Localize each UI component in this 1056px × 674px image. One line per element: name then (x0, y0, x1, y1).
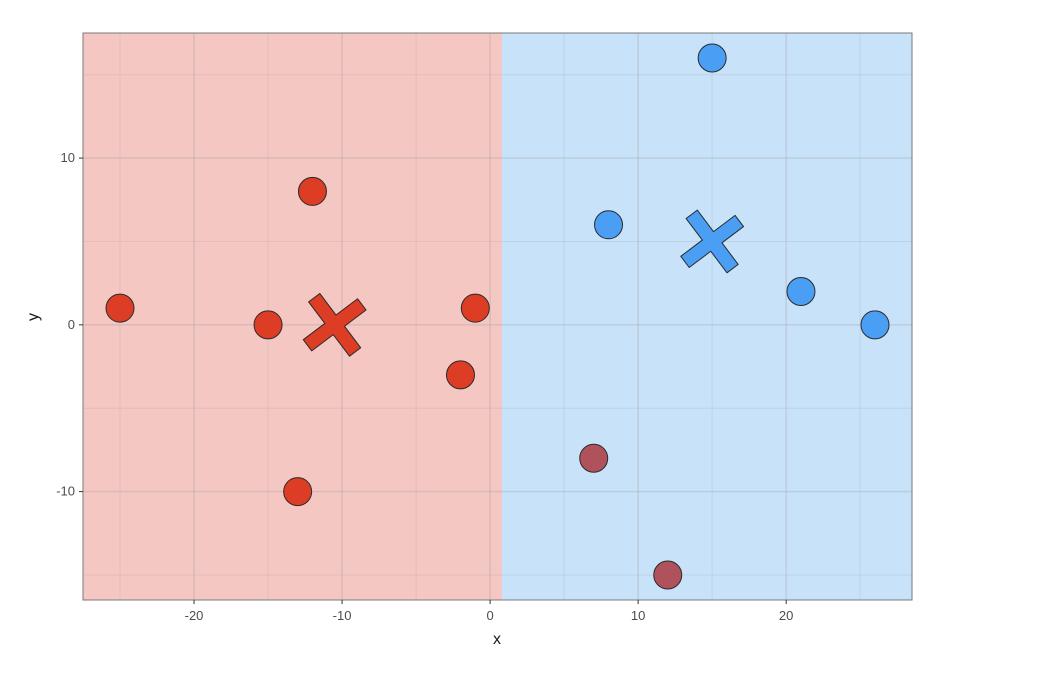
centroid-x-shape (302, 292, 367, 357)
x-axis-title: x (493, 631, 501, 648)
data-point (105, 293, 135, 323)
y-axis-ticks: -10 0 10 (56, 150, 83, 499)
data-point (786, 276, 816, 306)
panel-border (82, 32, 913, 601)
centroid-x-shape (680, 209, 745, 274)
centroid-x-marker (680, 209, 745, 274)
grid-lines (83, 33, 912, 600)
data-point (460, 293, 490, 323)
data-point (297, 176, 327, 206)
x-tick-label: 0 (486, 608, 493, 623)
x-tick-label: 10 (631, 608, 645, 623)
data-point (594, 210, 624, 240)
region-right (501, 33, 912, 600)
y-axis-title: y (25, 313, 42, 321)
decision-regions (83, 33, 912, 600)
x-tick-label: -20 (185, 608, 204, 623)
data-point (653, 560, 683, 590)
y-tick-label: 0 (68, 317, 75, 332)
data-points (105, 43, 890, 590)
centroid-markers (302, 209, 745, 357)
x-tick-label: -10 (333, 608, 352, 623)
y-tick-label: 10 (61, 150, 75, 165)
data-point (283, 477, 313, 507)
data-point (697, 43, 727, 73)
x-axis-ticks: -20 -10 0 10 20 (185, 600, 793, 623)
panel-frame (82, 32, 913, 601)
x-tick-label: 20 (779, 608, 793, 623)
data-point (860, 310, 890, 340)
data-point (253, 310, 283, 340)
y-tick-label: -10 (56, 484, 75, 499)
centroid-x-marker (302, 292, 367, 357)
data-point (445, 360, 475, 390)
region-left (83, 33, 502, 600)
data-point (579, 443, 609, 473)
